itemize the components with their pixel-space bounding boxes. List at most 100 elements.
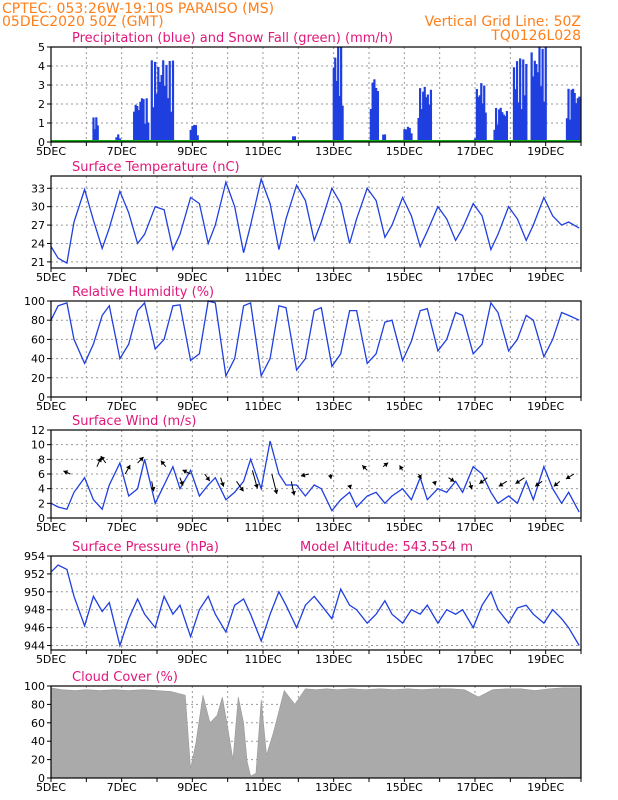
precip-bar <box>541 48 544 142</box>
pressure-xtick-label: 9DEC <box>177 653 207 666</box>
precipitation-ytick-label: 5 <box>38 41 45 54</box>
cloud-cover-ytick-label: 40 <box>31 735 45 748</box>
wind-arrow-head <box>535 481 540 487</box>
pressure-ytick-label: 946 <box>24 622 45 635</box>
precipitation-xtick-label: 13DEC <box>315 145 352 158</box>
cloud-cover-ytick-label: 60 <box>31 717 45 730</box>
precip-bar <box>410 133 413 142</box>
wind-arrow-head <box>431 480 437 486</box>
precip-bar <box>93 129 97 142</box>
precip-bar <box>292 136 295 142</box>
wind-ytick-label: 12 <box>31 424 45 437</box>
pressure-xtick-label: 15DEC <box>386 653 423 666</box>
precip-bar <box>422 91 425 142</box>
precipitation-ytick-label: 2 <box>38 98 45 111</box>
precip-bar <box>533 60 536 143</box>
wind-xtick-label: 7DEC <box>107 521 137 534</box>
wind-arrow-head <box>383 462 389 468</box>
wind-arrow-head <box>515 479 521 484</box>
precip-bar <box>501 112 504 142</box>
precip-bar <box>517 102 520 142</box>
precip-bar <box>168 60 171 142</box>
pressure-ytick-label: 954 <box>24 550 45 563</box>
precip-bar <box>477 96 480 142</box>
precip-bar <box>483 85 486 142</box>
precip-bar <box>504 116 507 142</box>
precip-bar <box>408 127 411 142</box>
wind-arrow-head <box>565 474 571 479</box>
pressure-frame <box>50 555 582 651</box>
precip-bar <box>572 88 575 142</box>
precip-bar <box>92 117 95 142</box>
precip-bar <box>565 118 569 142</box>
precip-bar <box>525 63 528 143</box>
precip-bar <box>337 47 340 142</box>
temperature-xtick-label: 9DEC <box>177 271 207 284</box>
wind-xtick-label: 9DEC <box>177 521 207 534</box>
pressure-ytick-label: 944 <box>24 640 45 653</box>
precipitation-xtick-label: 11DEC <box>244 145 281 158</box>
precip-bar <box>429 89 433 142</box>
cloud-cover-title: Cloud Cover (%) <box>72 670 178 685</box>
precipitation-xtick-label: 5DEC <box>36 145 66 158</box>
precip-bar <box>575 103 578 142</box>
cloud-cover-panel: 0 20 40 60 80 100 5DEC 7DEC 9DEC 11DEC 13DEC 15DEC 1… <box>24 670 582 794</box>
precip-bar <box>481 103 484 142</box>
pressure-xtick-label: 19DEC <box>527 653 564 666</box>
wind-arrow-head <box>97 457 102 463</box>
precip-bar <box>155 93 158 142</box>
wind-ytick-label: 10 <box>31 439 45 452</box>
wind-arrow-head <box>273 489 279 494</box>
precip-bar <box>373 79 376 142</box>
precip-bar <box>189 129 192 142</box>
wind-ytick-label: 2 <box>38 497 45 510</box>
precip-bar <box>494 107 498 142</box>
precip-bar <box>532 76 535 142</box>
wind-series-line <box>50 440 580 513</box>
header-init-time: 05DEC2020 50Z (GMT) <box>2 14 164 30</box>
precipitation-xtick-label: 15DEC <box>386 145 423 158</box>
humidity-xtick-label: 15DEC <box>386 400 423 413</box>
wind-arrow-head <box>300 472 306 478</box>
precipitation-panel: 0 1 2 3 4 5 5DEC 7DEC 9DEC 11DEC 13DEC 15DEC 17DEC 19… <box>36 31 582 158</box>
precipitation-ytick-label: 4 <box>38 60 45 73</box>
precip-bar <box>538 47 541 142</box>
wind-panel: 0 24 6 810 12 5DEC 7DEC 9DEC 11DEC 13DEC 15DEC 17DE… <box>31 414 582 534</box>
precip-bar <box>150 60 153 142</box>
precip-bar <box>371 82 374 142</box>
wind-arrow-head <box>63 470 69 475</box>
precip-bar <box>493 129 496 142</box>
wind-arrow-head <box>468 484 474 490</box>
cloud-cover-xtick-label: 5DEC <box>36 781 66 794</box>
temperature-xtick-label: 17DEC <box>456 271 493 284</box>
wind-ytick-label: 0 <box>38 512 45 525</box>
cloud-cover-ytick-label: 80 <box>31 698 45 711</box>
precip-bar <box>145 98 148 142</box>
precip-bar <box>382 134 385 142</box>
wind-arrow-head <box>347 484 353 489</box>
precip-bar <box>515 61 519 143</box>
precip-bar <box>568 119 572 142</box>
precip-bar <box>505 111 508 142</box>
precip-bar <box>539 86 543 142</box>
pressure-xtick-label: 17DEC <box>456 653 493 666</box>
precip-bar <box>428 104 431 142</box>
wind-xtick-label: 19DEC <box>527 521 564 534</box>
precip-bar <box>160 75 163 142</box>
wind-arrow-head <box>150 486 156 492</box>
pressure-series-line <box>50 564 580 648</box>
precip-bar <box>167 98 170 142</box>
temperature-xtick-label: 13DEC <box>315 271 352 284</box>
temperature-title: Surface Temperature (nC) <box>72 160 240 175</box>
precip-bar <box>369 108 372 142</box>
precip-bar <box>165 64 168 142</box>
wind-xtick-label: 15DEC <box>386 521 423 534</box>
precip-bar <box>340 47 343 142</box>
wind-arrow-head <box>498 482 504 487</box>
precip-bar <box>163 85 166 142</box>
temperature-ytick-label: 21 <box>31 256 45 269</box>
precip-bar <box>502 114 505 142</box>
precip-bar <box>403 129 406 142</box>
cloud-cover-xtick-label: 15DEC <box>386 781 423 794</box>
